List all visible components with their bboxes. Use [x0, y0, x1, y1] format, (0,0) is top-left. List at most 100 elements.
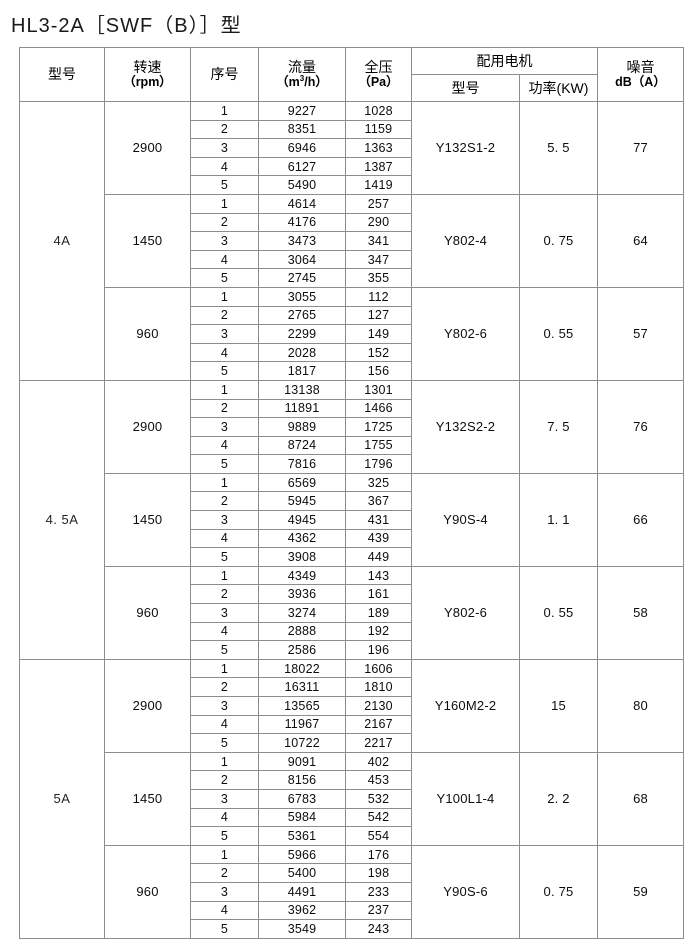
- cell-speed: 960: [104, 286, 191, 381]
- cell-flow: 4349: [258, 565, 346, 586]
- cell-index: 5: [190, 547, 259, 567]
- cell-index: 1: [190, 379, 259, 400]
- cell-speed: 1450: [104, 193, 191, 288]
- cell-index: 4: [190, 714, 259, 735]
- header-motor-group: 配用电机: [411, 47, 598, 75]
- cell-speed: 2900: [104, 101, 191, 195]
- cell-flow: 11967: [258, 714, 346, 735]
- cell-flow: 8724: [258, 435, 346, 456]
- cell-index: 1: [190, 565, 259, 586]
- table-row: 3 9889 1725: [20, 417, 684, 437]
- cell-flow: 3274: [258, 603, 346, 623]
- cell-pressure: 1159: [345, 119, 412, 140]
- cell-flow: 13138: [258, 379, 346, 400]
- cell-motor-power: 5. 5: [519, 101, 598, 195]
- cell-flow: 13565: [258, 696, 346, 716]
- cell-flow: 6946: [258, 138, 346, 158]
- cell-index: 2: [190, 491, 259, 512]
- cell-pressure: 1725: [345, 417, 412, 437]
- cell-index: 1: [190, 193, 259, 214]
- cell-pressure: 156: [345, 361, 412, 381]
- cell-flow: 6783: [258, 788, 346, 809]
- cell-pressure: 1028: [345, 101, 412, 121]
- cell-motor-model: Y802-6: [411, 286, 520, 381]
- cell-flow: 3473: [258, 231, 346, 251]
- cell-index: 4: [190, 435, 259, 456]
- cell-speed: 1450: [104, 751, 191, 846]
- cell-pressure: 2130: [345, 696, 412, 716]
- cell-index: 4: [190, 621, 259, 642]
- cell-noise: 68: [597, 751, 684, 846]
- cell-noise: 76: [597, 379, 684, 474]
- cell-motor-power: 0. 55: [519, 565, 598, 660]
- table-row: 4 5984 542: [20, 807, 684, 828]
- header-model: 型号: [19, 47, 105, 102]
- cell-flow: 4614: [258, 193, 346, 214]
- cell-index: 2: [190, 398, 259, 419]
- cell-index: 5: [190, 454, 259, 474]
- cell-model-name: 4. 5A: [19, 379, 105, 660]
- table-row: 5 2745 355: [20, 268, 684, 288]
- cell-noise: 77: [597, 101, 684, 195]
- table-row: 2 11891 1466: [20, 398, 684, 419]
- cell-flow: 5400: [258, 863, 346, 883]
- cell-speed: 2900: [104, 379, 191, 474]
- cell-index: 3: [190, 788, 259, 809]
- cell-motor-power: 7. 5: [519, 379, 598, 474]
- cell-flow: 10722: [258, 733, 346, 753]
- table-row: 3 6946 1363: [20, 138, 684, 158]
- cell-index: 3: [190, 138, 259, 158]
- cell-index: 5: [190, 640, 259, 660]
- cell-pressure: 325: [345, 472, 412, 493]
- cell-flow: 6127: [258, 156, 346, 177]
- cell-index: 2: [190, 770, 259, 790]
- cell-flow: 2299: [258, 324, 346, 344]
- header-flow: 流量 （m3/h）: [258, 47, 346, 102]
- cell-flow: 2028: [258, 342, 346, 363]
- table-row: 2 2765 127: [20, 305, 684, 326]
- cell-flow: 3064: [258, 249, 346, 270]
- cell-noise: 80: [597, 658, 684, 753]
- cell-flow: 4945: [258, 510, 346, 530]
- table-row: 4 2888 192: [20, 621, 684, 642]
- cell-speed: 960: [104, 844, 191, 939]
- cell-pressure: 1387: [345, 156, 412, 177]
- cell-flow: 8351: [258, 119, 346, 140]
- header-speed-main: 转速: [133, 59, 162, 76]
- table-row: 1450 1 6569 325 Y90S-4 1. 1 66: [20, 472, 684, 567]
- cell-pressure: 1363: [345, 138, 412, 158]
- cell-index: 3: [190, 603, 259, 623]
- cell-noise: 64: [597, 193, 684, 288]
- cell-pressure: 2167: [345, 714, 412, 735]
- table-row: 2 5400 198: [20, 863, 684, 883]
- cell-index: 1: [190, 658, 259, 679]
- header-pressure: 全压 （Pa）: [345, 47, 412, 102]
- table-row: 4 2028 152: [20, 342, 684, 363]
- table-row: 4 3064 347: [20, 249, 684, 270]
- cell-pressure: 355: [345, 268, 412, 288]
- cell-pressure: 143: [345, 565, 412, 586]
- cell-pressure: 198: [345, 863, 412, 883]
- table-row: 2 5945 367: [20, 491, 684, 512]
- cell-flow: 5361: [258, 826, 346, 846]
- cell-pressure: 347: [345, 249, 412, 270]
- cell-index: 5: [190, 733, 259, 753]
- cell-motor-power: 0. 75: [519, 193, 598, 288]
- table-row: 2 8156 453: [20, 770, 684, 790]
- cell-index: 3: [190, 231, 259, 251]
- cell-noise: 58: [597, 565, 684, 660]
- cell-pressure: 161: [345, 584, 412, 605]
- cell-pressure: 152: [345, 342, 412, 363]
- cell-pressure: 449: [345, 547, 412, 567]
- cell-pressure: 176: [345, 844, 412, 865]
- cell-model-name: 4A: [19, 101, 105, 381]
- cell-motor-power: 0. 55: [519, 286, 598, 381]
- cell-pressure: 402: [345, 751, 412, 772]
- cell-index: 3: [190, 696, 259, 716]
- cell-index: 4: [190, 249, 259, 270]
- cell-pressure: 290: [345, 212, 412, 233]
- page-title: HL3-2A［SWF（B）］型: [11, 15, 242, 37]
- cell-pressure: 1606: [345, 658, 412, 679]
- cell-flow: 4491: [258, 881, 346, 902]
- cell-noise: 57: [597, 286, 684, 381]
